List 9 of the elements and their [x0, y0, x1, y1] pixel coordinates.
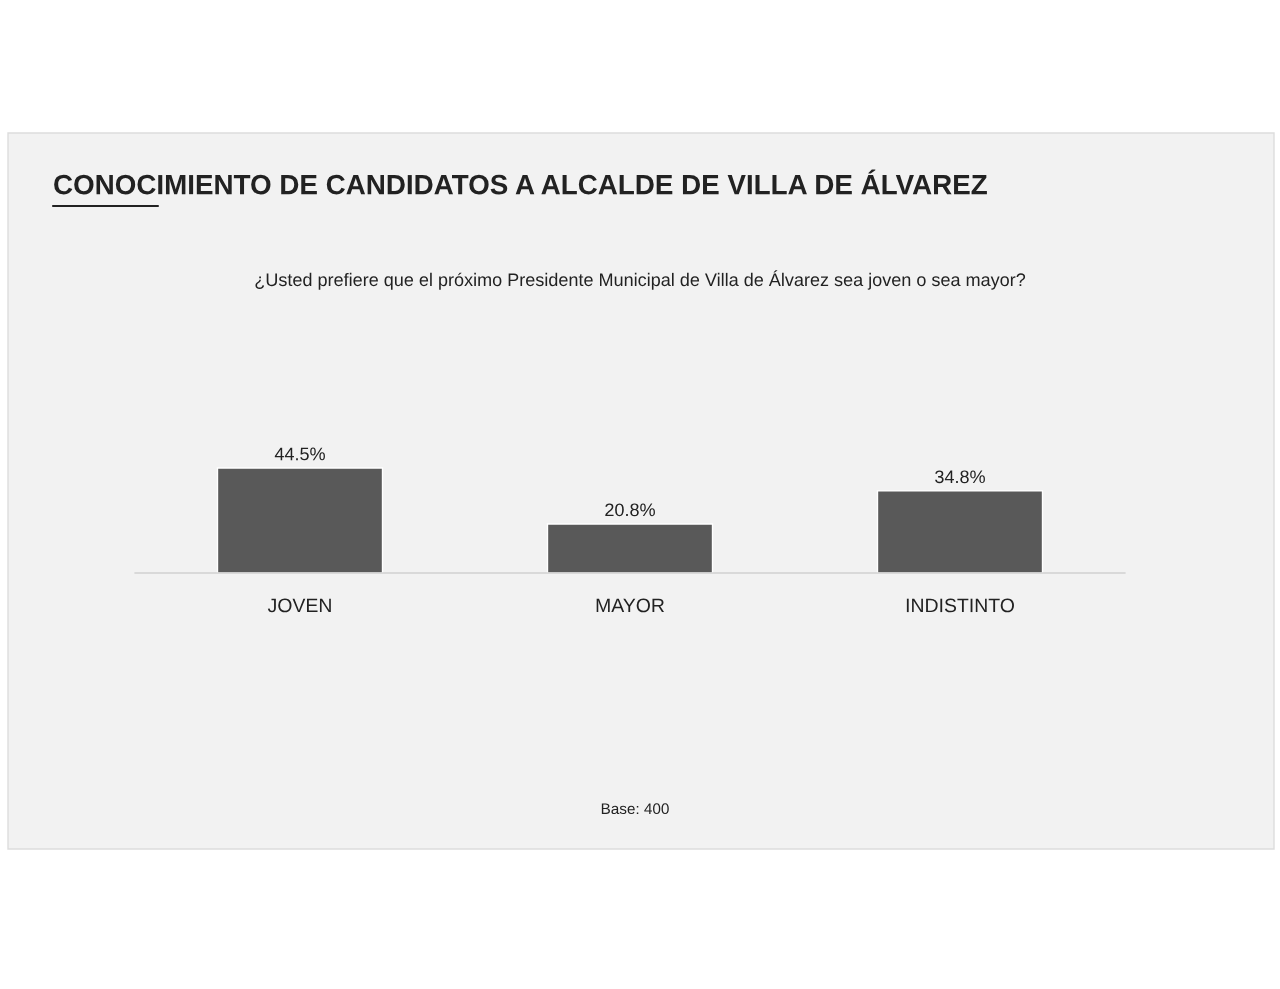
chart-subtitle: ¿Usted prefiere que el próximo Presidente Municipal de Villa de Álvarez sea joven o sea mayor? — [255, 270, 1026, 290]
data-label: 34.8% — [935, 470, 985, 484]
x-tick-label: INDISTINTO — [906, 598, 1014, 613]
data-label: 20.8% — [605, 503, 655, 517]
x-tick-label: MAYOR — [596, 598, 665, 613]
x-tick-label: JOVEN — [267, 598, 331, 613]
chart-title: CONOCIMIENTO DE CANDIDATOS A ALCALDE DE VILLA DE ÁLVAREZ — [54, 169, 987, 195]
text: Base: 400 — [601, 803, 669, 815]
data-label: 44.5% — [274, 447, 325, 461]
